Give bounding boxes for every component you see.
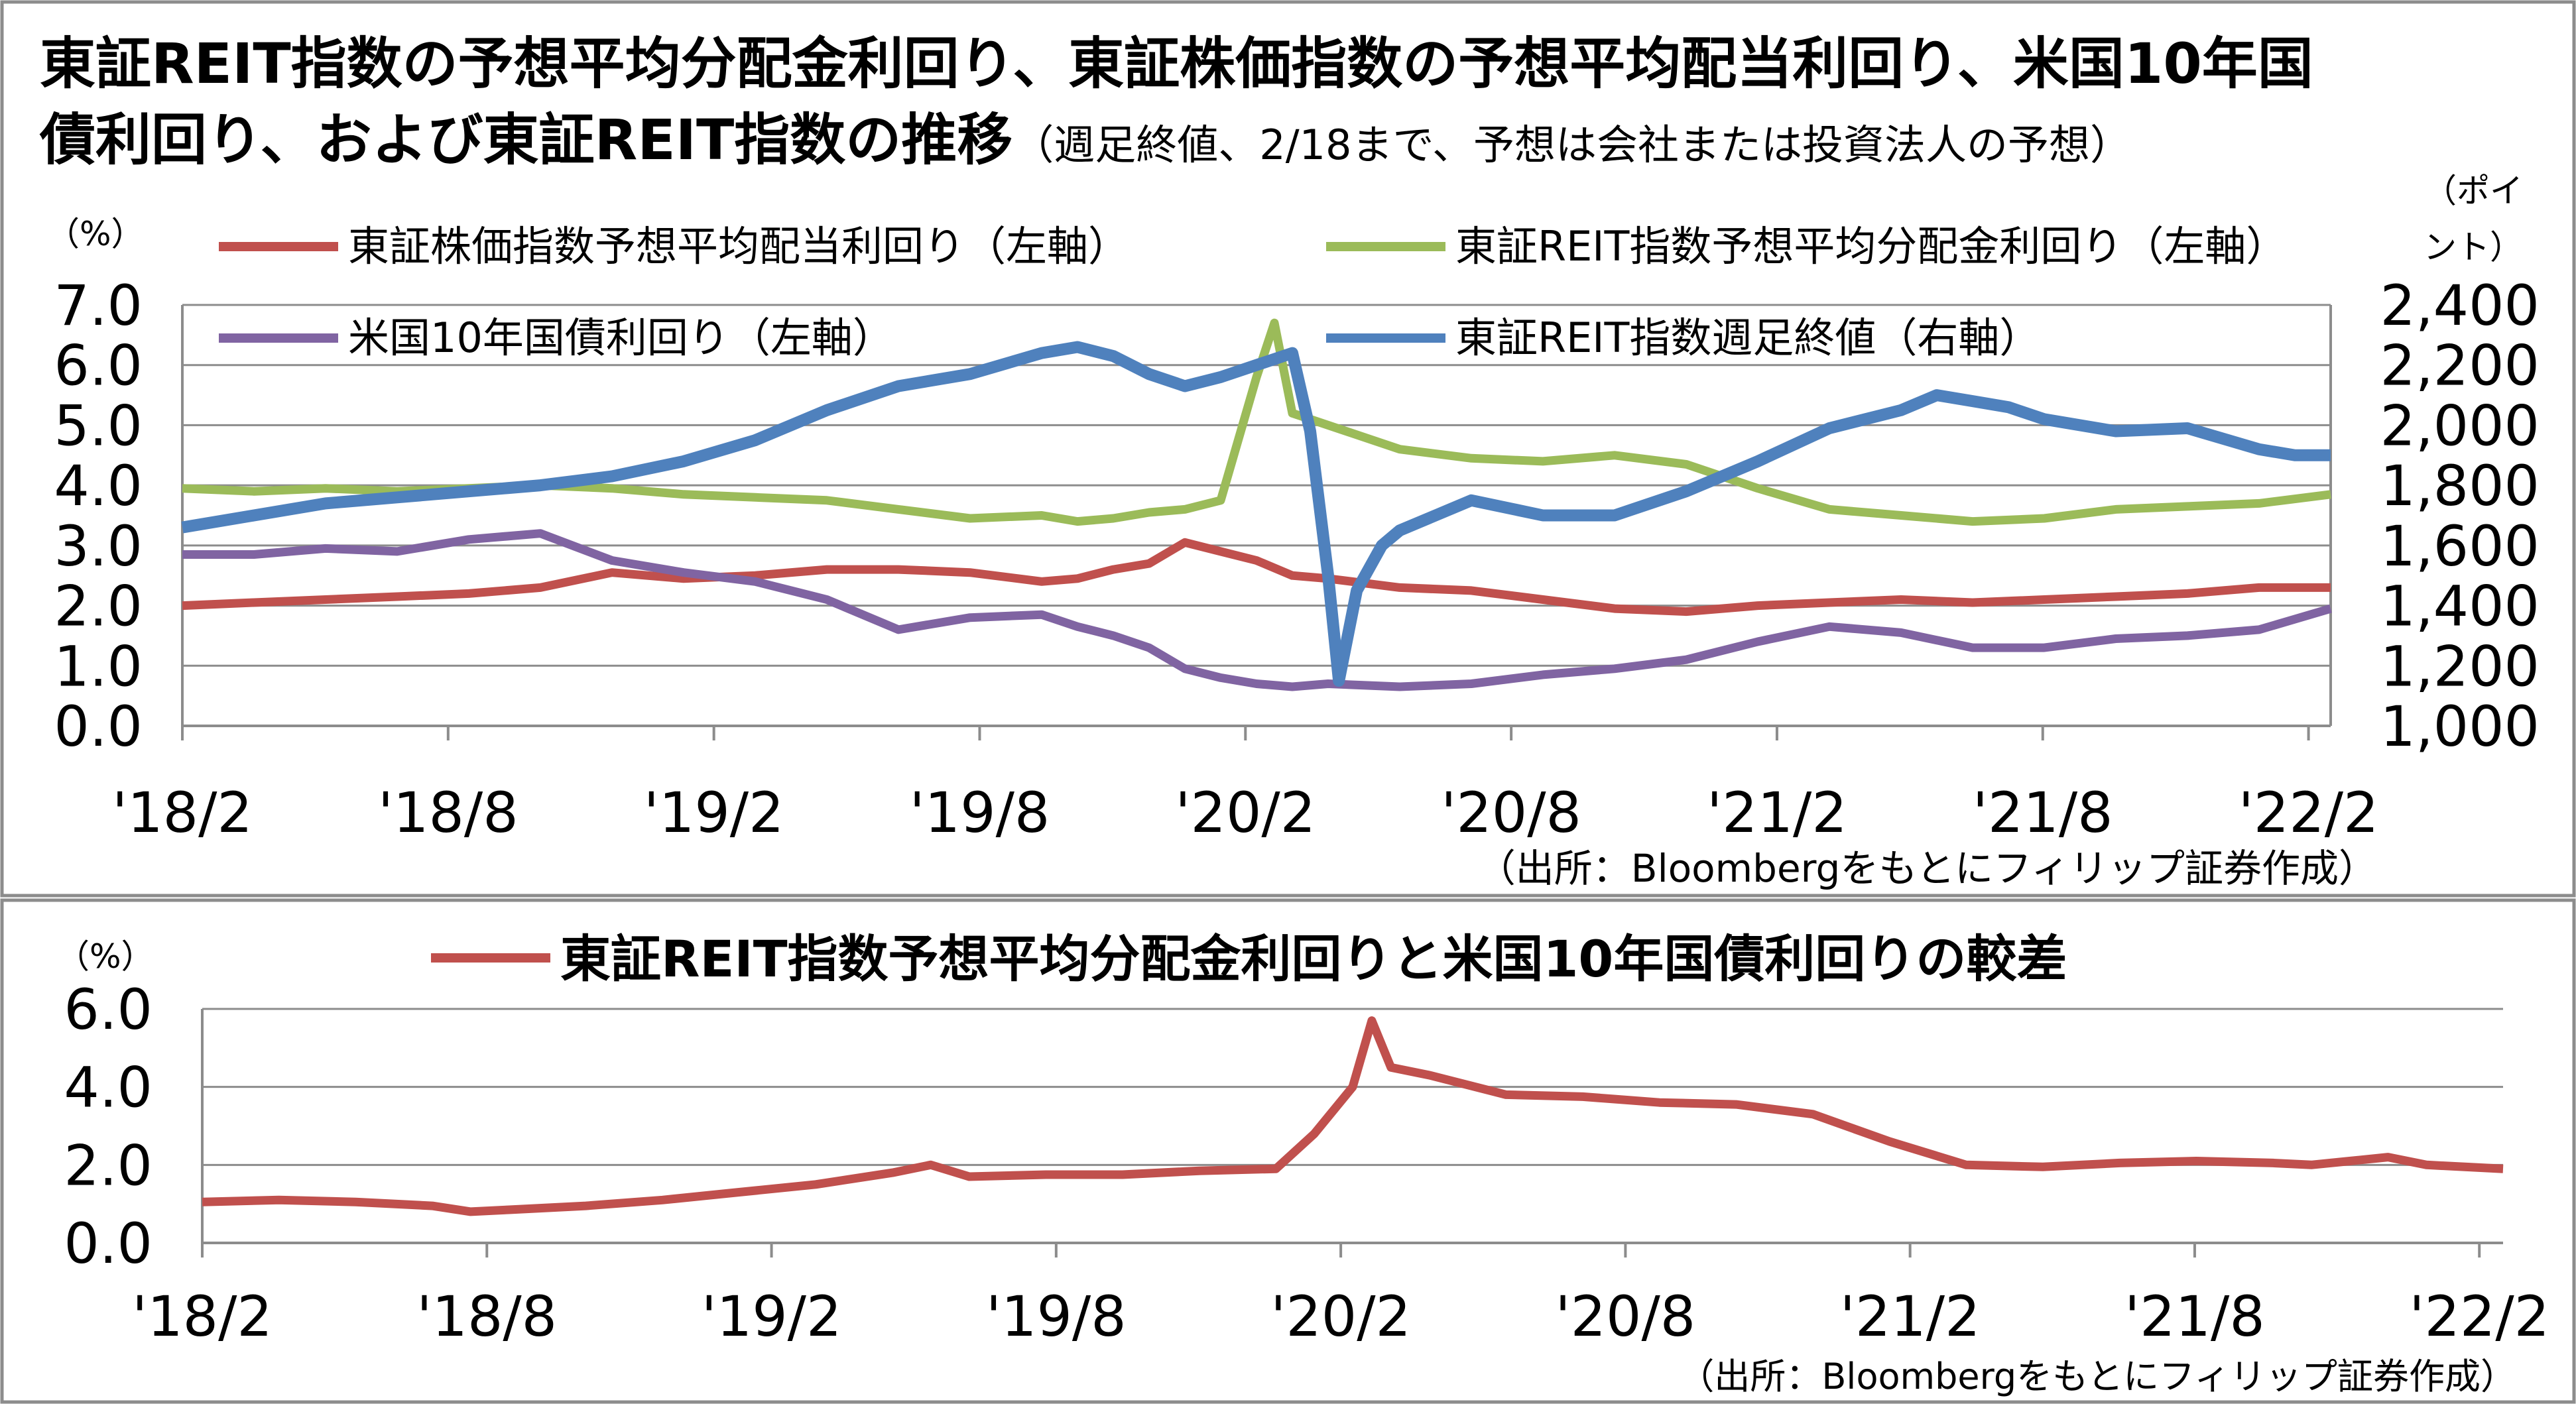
bottom-y-tick-label: 6.0 (64, 977, 153, 1042)
bottom-gridlines (201, 1008, 2503, 1258)
top-chart-title-line2: 債利回り、および東証REIT指数の推移（週足終値、2/18まで、予想は会社または… (39, 107, 2131, 172)
bottom-chart-title: 東証REIT指数予想平均分配金利回りと米国10年国債利回りの較差 (560, 929, 2067, 988)
bottom-y-tick-label: 2.0 (64, 1133, 153, 1198)
top-x-tick-label: '20/8 (1441, 780, 1581, 845)
top-right-tick-label: 1,000 (2380, 694, 2540, 759)
bottom-x-tick-label: '19/2 (702, 1284, 842, 1349)
top-legend: 東証株価指数予想平均配当利回り（左軸） 東証REIT指数予想平均分配金利回り（左… (219, 222, 2287, 362)
top-left-tick-label: 0.0 (54, 694, 143, 759)
top-chart-title-line2-bold: 債利回り、および東証REIT指数の推移 (39, 107, 1012, 172)
top-series-lines (181, 318, 2332, 691)
top-left-tick-label: 1.0 (54, 634, 143, 699)
top-chart-subtitle: （週足終値、2/18まで、予想は会社または投資法人の予想） (1012, 121, 2131, 169)
bottom-x-tick-label: '18/2 (132, 1284, 273, 1349)
legend-label-topix-yield: 東証株価指数予想平均配当利回り（左軸） (348, 222, 1129, 270)
top-x-tick-label: '21/8 (1973, 780, 2113, 845)
top-series-line-3 (181, 341, 2331, 687)
top-left-tick-label: 6.0 (54, 333, 143, 398)
bottom-panel (0, 898, 2576, 1404)
bottom-series-line-0 (202, 1016, 2504, 1216)
legend-label-us10y: 米国10年国債利回り（左軸） (348, 314, 894, 362)
top-left-tick-label: 3.0 (54, 514, 143, 579)
bottom-x-tick-label: '22/2 (2409, 1284, 2549, 1349)
bottom-x-tick-label: '21/2 (1840, 1284, 1981, 1349)
top-x-tick-label: '19/8 (910, 780, 1050, 845)
top-right-tick-label: 1,400 (2380, 574, 2540, 639)
top-right-tick-label: 2,200 (2380, 333, 2540, 398)
top-right-tick-label: 1,800 (2380, 453, 2540, 518)
bottom-x-tick-label: '18/8 (416, 1284, 557, 1349)
top-series-line-1 (182, 318, 2331, 526)
top-x-tick-label: '21/2 (1707, 780, 1847, 845)
top-left-tick-label: 4.0 (54, 453, 143, 518)
top-left-axis-unit: （%） (46, 215, 145, 253)
top-source-note: （出所：Bloombergをもとにフィリップ証券作成） (1477, 846, 2377, 891)
top-right-axis-unit-line1: （ポイ (2423, 172, 2523, 210)
top-series-line-2 (182, 529, 2332, 691)
bottom-x-tick-label: '20/2 (1270, 1284, 1411, 1349)
top-left-tick-label: 5.0 (54, 393, 143, 458)
top-right-axis-unit-line2: ント） (2423, 228, 2523, 266)
bottom-y-tick-label: 0.0 (64, 1211, 153, 1276)
bottom-tick-labels: 6.0 4.0 2.0 0.0 '18/2 '18/8 '19/2 '19/8 '20/2 '20… (64, 977, 2549, 1349)
top-right-tick-label: 2,000 (2380, 393, 2540, 458)
top-chart-title-line1: 東証REIT指数の予想平均分配金利回り、東証株価指数の予想平均配当利回り、米国1… (40, 31, 2313, 96)
top-series-line-0 (182, 538, 2331, 616)
top-right-tick-label: 2,400 (2380, 273, 2540, 338)
bottom-source-note: （出所：Bloombergをもとにフィリップ証券作成） (1678, 1356, 2516, 1397)
legend-label-reit-index: 東証REIT指数週足終値（右軸） (1455, 314, 2040, 362)
top-left-tick-label: 2.0 (54, 574, 143, 639)
bottom-series-lines (202, 1016, 2504, 1216)
bottom-y-tick-label: 4.0 (64, 1055, 153, 1120)
top-x-tick-label: '19/2 (644, 780, 784, 845)
top-left-tick-label: 7.0 (54, 273, 143, 338)
top-x-tick-label: '22/2 (2239, 780, 2379, 845)
legend-label-reit-yield: 東証REIT指数予想平均分配金利回り（左軸） (1455, 222, 2287, 270)
top-right-tick-label: 1,200 (2380, 634, 2540, 699)
bottom-x-tick-label: '20/8 (1556, 1284, 1696, 1349)
bottom-axis-unit: （%） (56, 937, 154, 976)
top-right-tick-label: 1,600 (2380, 514, 2540, 579)
top-tick-labels: 7.06.05.04.03.02.01.00.02,4002,2002,0001… (54, 273, 2540, 845)
bottom-x-tick-label: '21/8 (2124, 1284, 2265, 1349)
top-x-tick-label: '18/8 (378, 780, 519, 845)
top-panel (0, 0, 2576, 898)
top-x-tick-label: '20/2 (1175, 780, 1316, 845)
bottom-x-tick-label: '19/8 (986, 1284, 1127, 1349)
top-x-tick-label: '18/2 (112, 780, 253, 845)
